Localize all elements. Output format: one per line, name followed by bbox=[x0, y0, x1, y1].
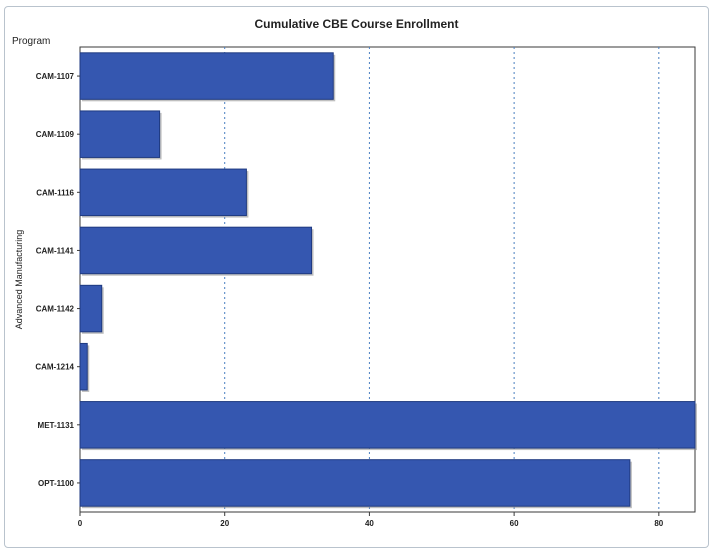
x-tick-label: 60 bbox=[510, 519, 519, 528]
y-tick-label: MET-1131 bbox=[38, 421, 75, 430]
bar bbox=[79, 284, 103, 333]
y-tick-label: CAM-1109 bbox=[36, 130, 75, 139]
x-tick-label: 20 bbox=[220, 519, 229, 528]
x-tick-label: 0 bbox=[78, 519, 83, 528]
bar bbox=[79, 168, 247, 217]
y-tick-label: CAM-1142 bbox=[36, 305, 75, 314]
y-tick-label: CAM-1116 bbox=[36, 188, 74, 197]
y-tick-label: CAM-1141 bbox=[36, 246, 75, 255]
bar bbox=[79, 52, 334, 100]
bar bbox=[79, 401, 696, 449]
y-tick-label: CAM-1107 bbox=[36, 72, 75, 81]
bar bbox=[79, 226, 313, 275]
bar bbox=[79, 342, 88, 391]
y-tick-label: CAM-1214 bbox=[35, 363, 74, 372]
y-tick-label: OPT-1100 bbox=[38, 479, 75, 488]
y-axis-header: Program bbox=[12, 36, 51, 47]
bar-chart: CAM-1107 CAM-1109 CAM-1116 CAM-1141 CAM-1142… bbox=[14, 46, 697, 528]
x-tick-label: 80 bbox=[654, 519, 663, 528]
group-label: Advanced Manufacturing bbox=[14, 230, 24, 330]
bar bbox=[79, 110, 161, 158]
chart-title: Cumulative CBE Course Enrollment bbox=[254, 17, 459, 31]
x-tick-label: 40 bbox=[365, 519, 374, 528]
plot-area bbox=[79, 46, 696, 513]
bar bbox=[79, 459, 631, 507]
